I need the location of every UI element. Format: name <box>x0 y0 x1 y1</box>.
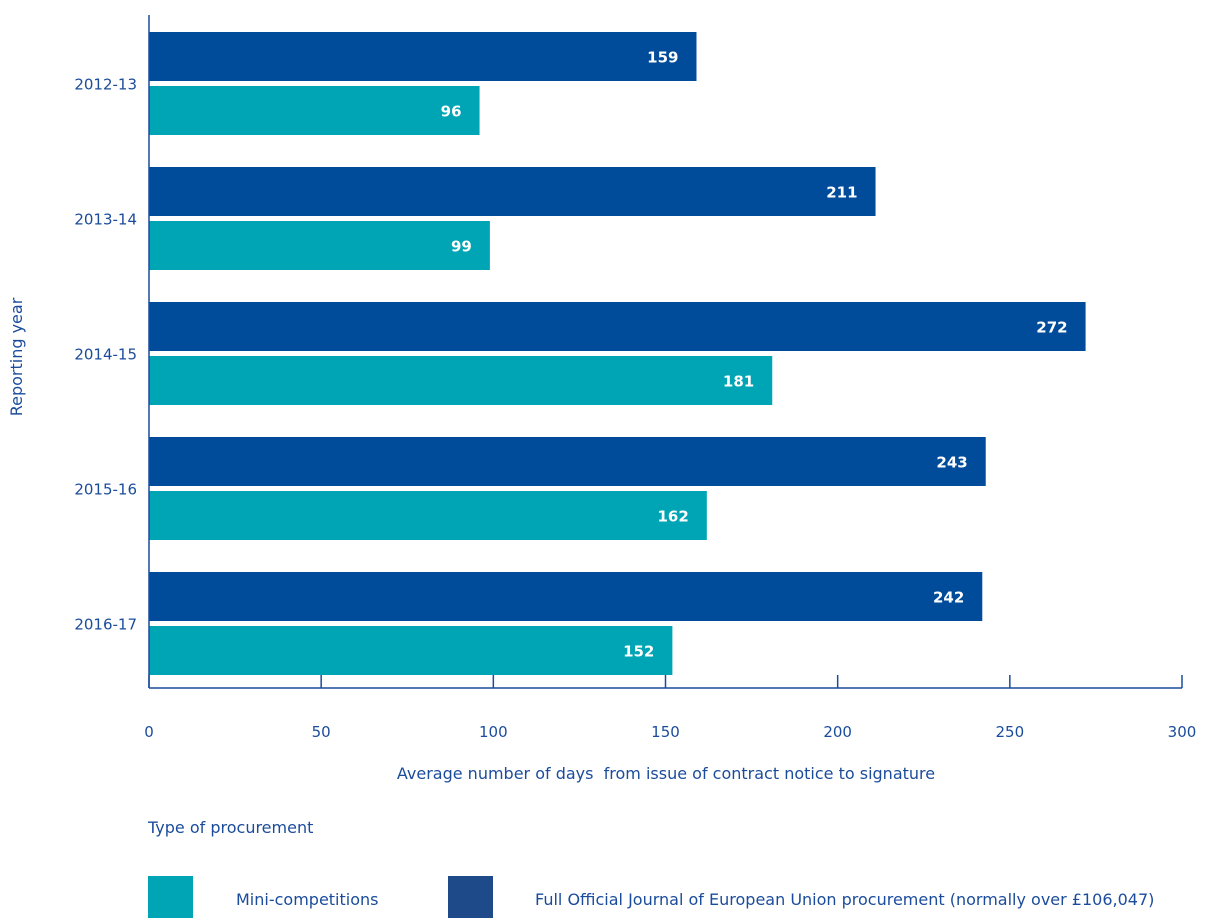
legend-swatch-full-ojeu <box>448 876 493 918</box>
y-tick-label: 2016-17 <box>74 616 137 634</box>
bar-value-label: 272 <box>1036 319 1067 337</box>
bars-group: 159 96 211 99 272 181 243 162 242 152 <box>149 32 1086 675</box>
bar-full-ojeu-2013-14 <box>149 167 876 216</box>
y-tick-label: 2015-16 <box>74 481 137 499</box>
x-tick-label: 0 <box>144 723 154 741</box>
x-tick-label: 100 <box>479 723 508 741</box>
y-axis-title: Reporting year <box>7 297 26 416</box>
legend-label-mini-competitions: Mini-competitions <box>236 890 379 909</box>
bar-value-label: 99 <box>451 238 472 256</box>
bar-value-label: 96 <box>441 103 462 121</box>
legend-label-full-ojeu: Full Official Journal of European Union … <box>535 890 1155 909</box>
bar-full-ojeu-2014-15 <box>149 302 1086 351</box>
bar-value-label: 242 <box>933 589 964 607</box>
y-tick-label: 2012-13 <box>74 76 137 94</box>
x-tick-label: 150 <box>651 723 680 741</box>
y-tick-label: 2013-14 <box>74 211 137 229</box>
x-tick-label: 300 <box>1168 723 1197 741</box>
axes-group: 2012-13 2013-14 2014-15 2015-16 2016-17 0 50 10… <box>74 15 1196 741</box>
y-tick-label: 2014-15 <box>74 346 137 364</box>
bar-value-label: 159 <box>647 49 678 67</box>
bar-mini-competitions-2014-15 <box>149 356 773 405</box>
legend-title: Type of procurement <box>148 818 314 837</box>
bar-mini-competitions-2013-14 <box>149 221 490 270</box>
x-tick-label: 50 <box>312 723 331 741</box>
bar-full-ojeu-2012-13 <box>149 32 697 81</box>
bar-value-label: 152 <box>623 643 654 661</box>
bar-full-ojeu-2015-16 <box>149 437 986 486</box>
legend-swatch-mini-competitions <box>148 876 193 918</box>
bar-mini-competitions-2012-13 <box>149 86 480 135</box>
bar-full-ojeu-2016-17 <box>149 572 983 621</box>
x-axis-title: Average number of days from issue of con… <box>397 764 935 783</box>
bar-value-label: 181 <box>723 373 754 391</box>
bar-value-label: 243 <box>936 454 967 472</box>
x-tick-label: 200 <box>823 723 852 741</box>
bar-value-label: 162 <box>658 508 689 526</box>
x-tick-label: 250 <box>996 723 1025 741</box>
bar-mini-competitions-2016-17 <box>149 626 673 675</box>
bar-mini-competitions-2015-16 <box>149 491 707 540</box>
bar-value-label: 211 <box>826 184 857 202</box>
